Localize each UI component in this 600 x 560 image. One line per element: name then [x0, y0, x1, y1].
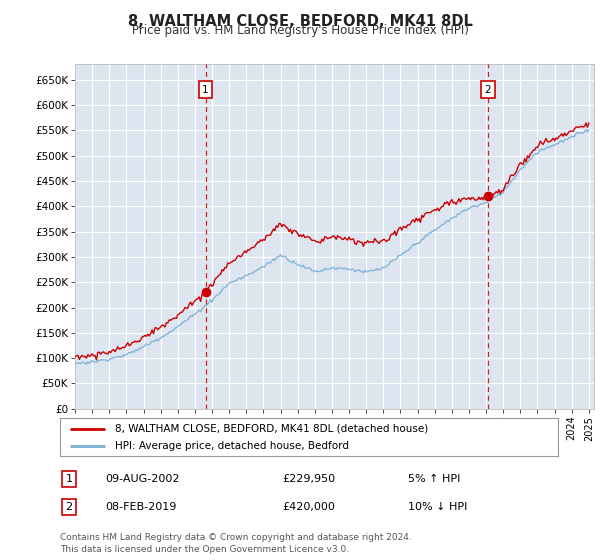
Text: 8, WALTHAM CLOSE, BEDFORD, MK41 8DL: 8, WALTHAM CLOSE, BEDFORD, MK41 8DL: [128, 14, 472, 29]
Text: Contains HM Land Registry data © Crown copyright and database right 2024.
This d: Contains HM Land Registry data © Crown c…: [60, 533, 412, 554]
Text: £420,000: £420,000: [282, 502, 335, 512]
Text: 09-AUG-2002: 09-AUG-2002: [105, 474, 179, 484]
Text: 10% ↓ HPI: 10% ↓ HPI: [408, 502, 467, 512]
Text: 1: 1: [202, 85, 209, 95]
Text: 5% ↑ HPI: 5% ↑ HPI: [408, 474, 460, 484]
Text: 08-FEB-2019: 08-FEB-2019: [105, 502, 176, 512]
Text: £229,950: £229,950: [282, 474, 335, 484]
Text: 2: 2: [65, 502, 73, 512]
Text: Price paid vs. HM Land Registry's House Price Index (HPI): Price paid vs. HM Land Registry's House …: [131, 24, 469, 37]
Text: 1: 1: [65, 474, 73, 484]
Text: HPI: Average price, detached house, Bedford: HPI: Average price, detached house, Bedf…: [115, 441, 349, 451]
Text: 2: 2: [484, 85, 491, 95]
Text: 8, WALTHAM CLOSE, BEDFORD, MK41 8DL (detached house): 8, WALTHAM CLOSE, BEDFORD, MK41 8DL (det…: [115, 424, 428, 434]
